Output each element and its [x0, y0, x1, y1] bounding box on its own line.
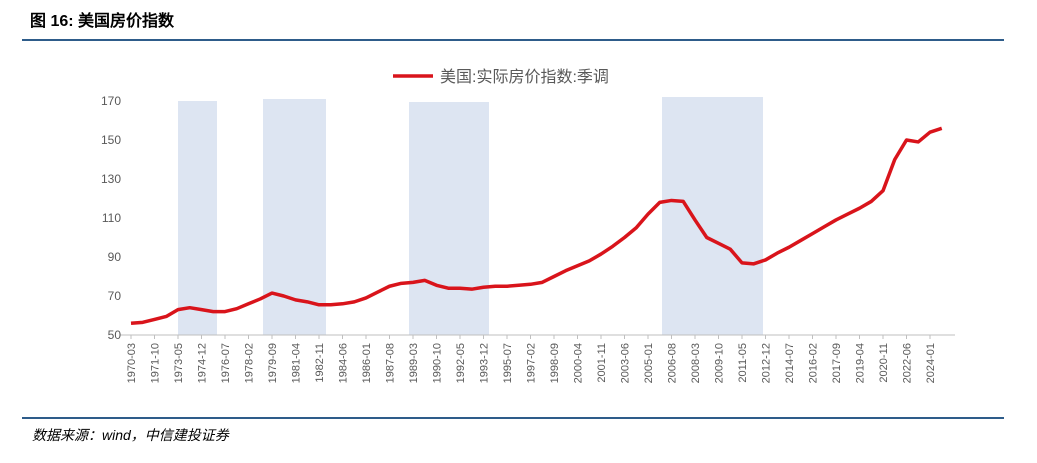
x-tick-label: 1995-07: [502, 343, 514, 383]
y-tick-label: 150: [101, 133, 121, 147]
x-tick-label: 1989-03: [408, 343, 420, 383]
x-tick-label: 2017-09: [831, 343, 843, 383]
x-tick-label: 2000-04: [573, 343, 585, 383]
y-tick-label: 50: [108, 328, 122, 342]
x-tick-label: 1992-05: [455, 343, 467, 383]
shaded-period: [178, 101, 217, 335]
source-note: 数据来源：wind，中信建投证券: [32, 427, 230, 443]
x-tick-label: 2019-04: [855, 343, 867, 383]
x-tick-label: 2011-05: [737, 343, 749, 383]
x-tick-label: 1998-09: [549, 343, 561, 383]
y-tick-label: 110: [102, 211, 121, 225]
chart-title: 图 16: 美国房价指数: [30, 11, 175, 30]
y-tick-label: 170: [101, 94, 121, 108]
x-tick-label: 1982-11: [314, 343, 326, 383]
x-tick-label: 1970-03: [126, 343, 138, 383]
x-tick-label: 1984-06: [338, 343, 350, 383]
x-tick-label: 1978-02: [244, 343, 256, 383]
x-tick-label: 1971-10: [150, 343, 162, 383]
x-tick-label: 2020-11: [878, 343, 890, 383]
x-tick-label: 1987-08: [385, 343, 397, 383]
x-tick-label: 2001-11: [596, 343, 608, 383]
x-tick-label: 2022-06: [902, 343, 914, 383]
y-tick-label: 90: [108, 250, 122, 264]
x-tick-label: 1986-01: [361, 343, 373, 383]
shaded-period: [662, 97, 763, 335]
x-tick-label: 2003-06: [620, 343, 632, 383]
x-tick-label: 1974-12: [197, 343, 209, 383]
x-tick-label: 1976-07: [220, 343, 232, 383]
x-tick-label: 1997-02: [526, 343, 538, 383]
x-tick-label: 2012-12: [761, 343, 773, 383]
legend-label: 美国:实际房价指数:季调: [440, 68, 609, 86]
x-tick-label: 2008-03: [690, 343, 702, 383]
x-tick-label: 2024-01: [925, 343, 937, 383]
x-tick-label: 2006-08: [667, 343, 679, 383]
x-tick-label: 2009-10: [714, 343, 726, 383]
x-tick-label: 2016-02: [808, 343, 820, 383]
shaded-period: [263, 99, 326, 335]
shaded-period: [409, 102, 489, 335]
series-line: [130, 126, 943, 326]
shaded-periods: [178, 97, 763, 335]
x-tick-label: 1973-05: [173, 343, 185, 383]
y-tick-label: 70: [108, 289, 122, 303]
x-tick-label: 2014-07: [784, 343, 796, 383]
x-tick-label: 1981-04: [291, 343, 303, 383]
x-tick-label: 2005-01: [643, 343, 655, 383]
x-tick-label: 1990-10: [432, 343, 444, 383]
y-tick-label: 130: [101, 172, 121, 186]
x-tick-label: 1993-12: [479, 343, 491, 383]
x-tick-label: 1979-09: [267, 343, 279, 383]
